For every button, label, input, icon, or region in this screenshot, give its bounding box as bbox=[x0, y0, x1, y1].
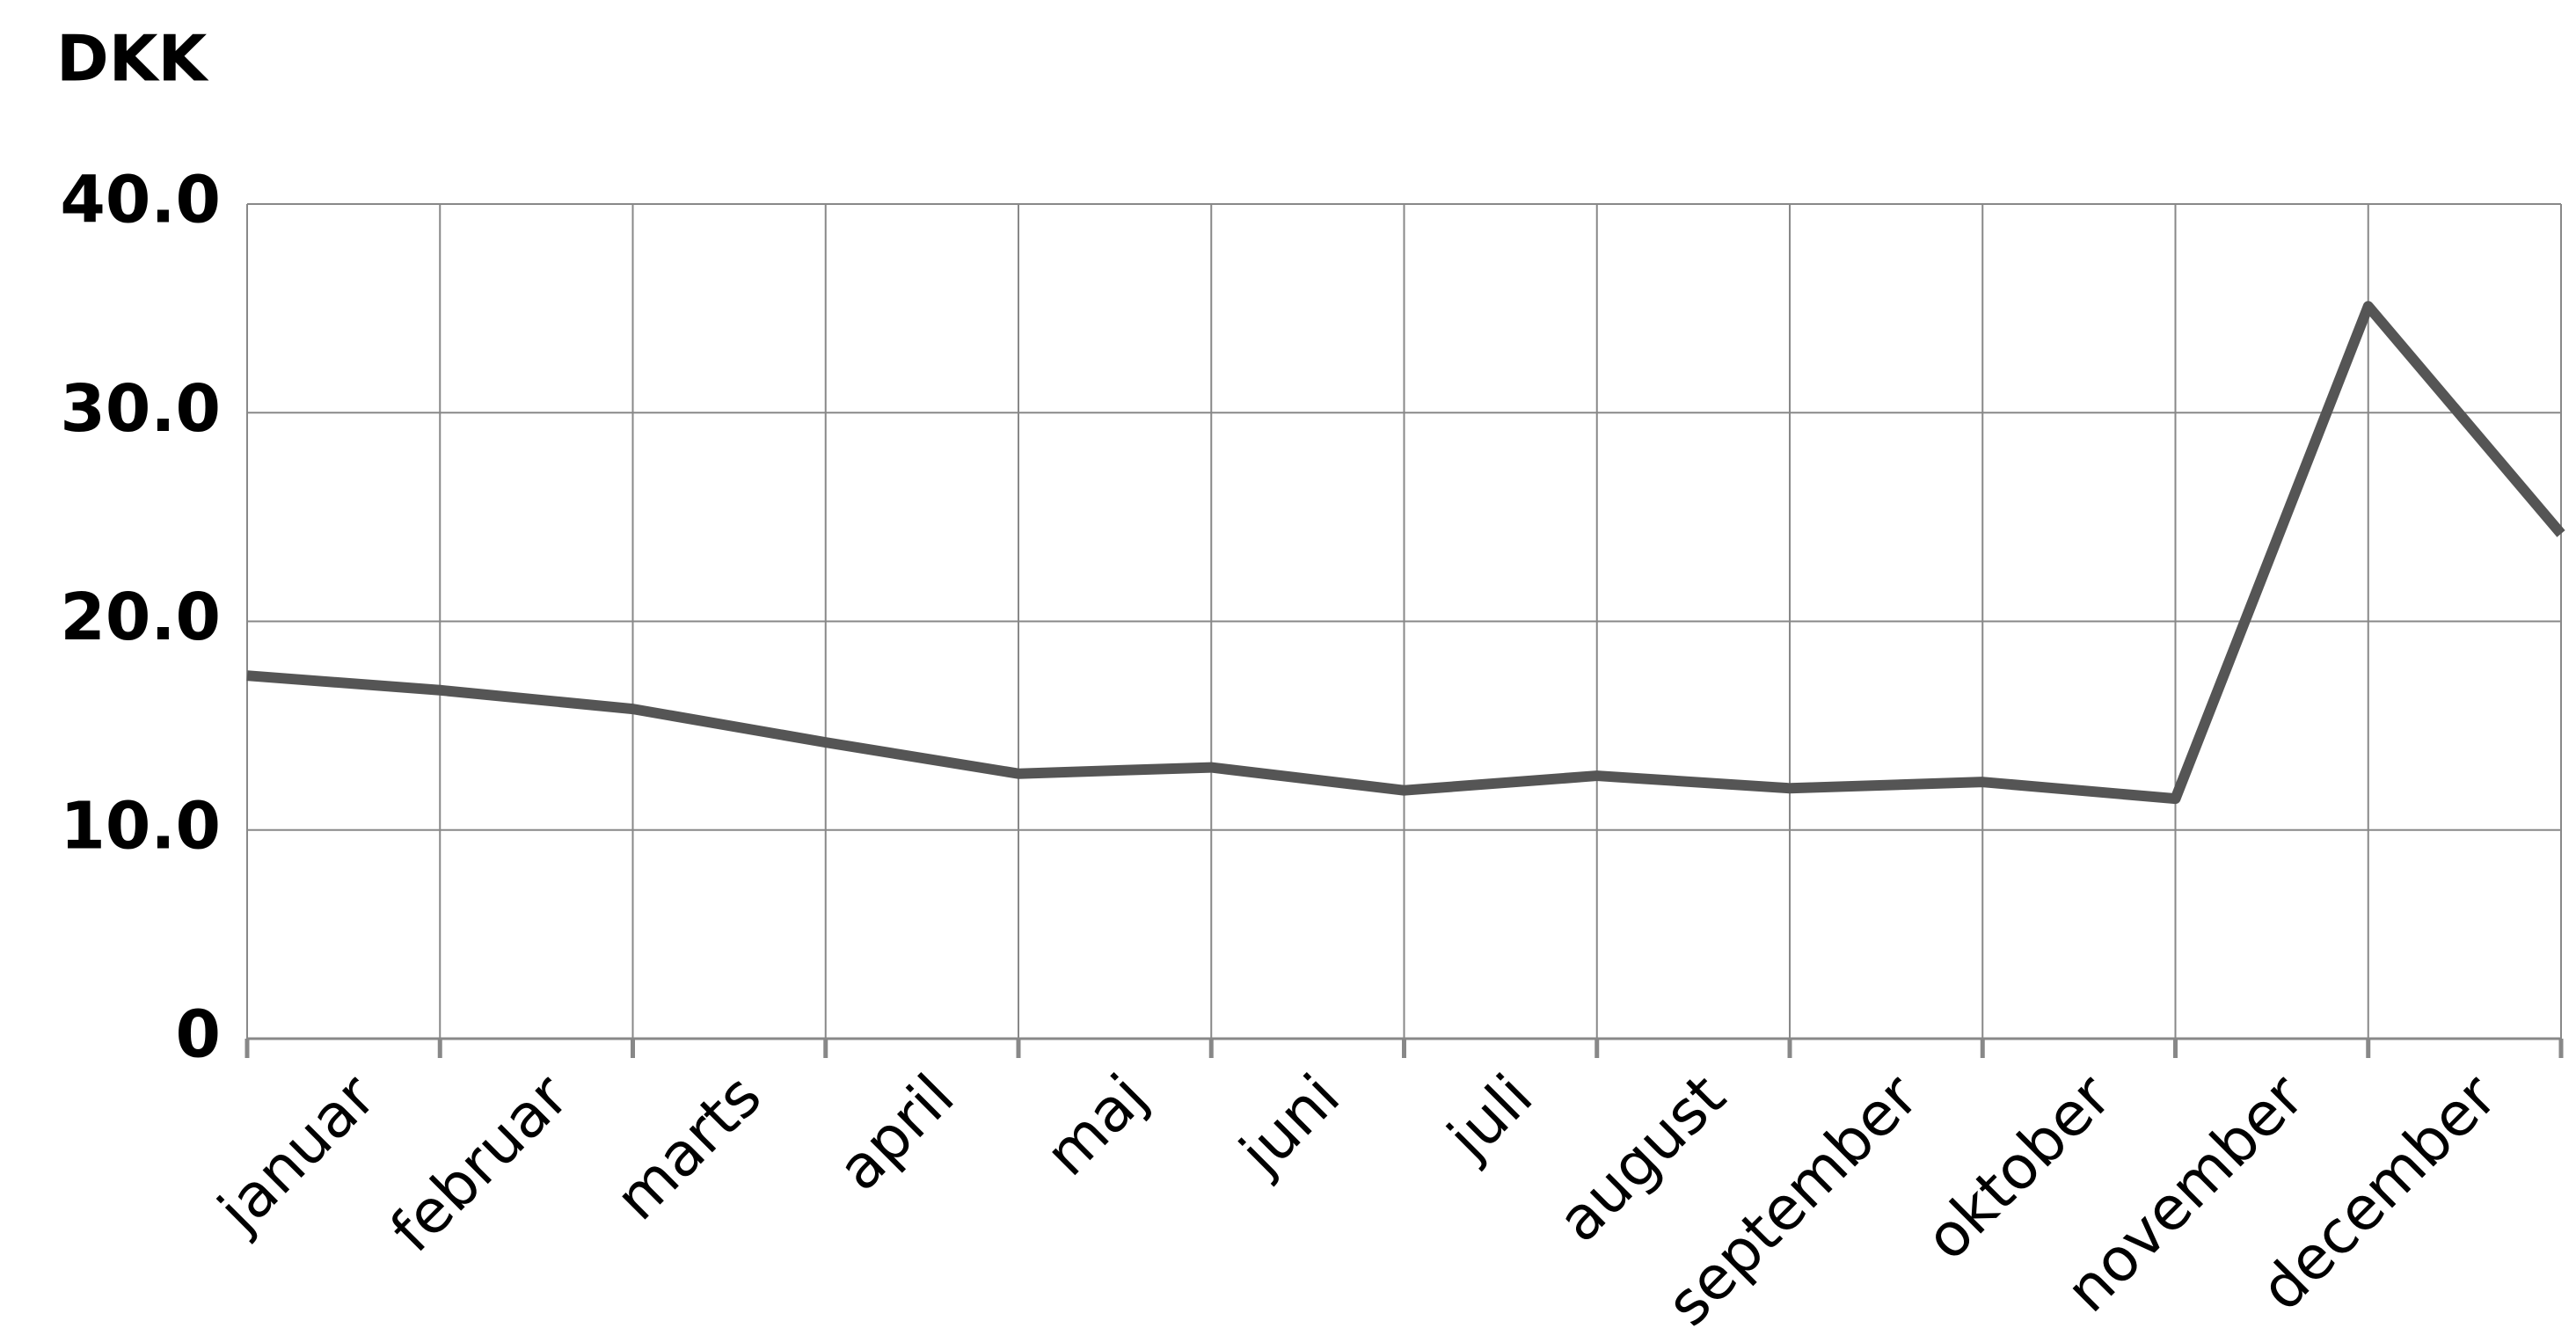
y-tick-label: 0 bbox=[176, 997, 222, 1073]
y-tick-label: 40.0 bbox=[60, 163, 221, 238]
x-tick-label: juni bbox=[1226, 1062, 1354, 1189]
x-tick-label: januar bbox=[204, 1062, 389, 1246]
x-tick-label: juli bbox=[1434, 1062, 1546, 1174]
data-line bbox=[246, 301, 2565, 805]
x-tick-label: marts bbox=[602, 1062, 775, 1234]
y-axis-label: DKK bbox=[56, 22, 209, 96]
x-tick-label: februar bbox=[378, 1062, 582, 1266]
x-tick-label: maj bbox=[1033, 1062, 1161, 1190]
y-tick-label: 30.0 bbox=[60, 371, 221, 447]
x-tick-label: april bbox=[825, 1062, 967, 1204]
y-tick-label: 10.0 bbox=[60, 788, 221, 864]
x-tick-label: august bbox=[1545, 1062, 1740, 1256]
y-tick-label: 20.0 bbox=[60, 580, 221, 655]
